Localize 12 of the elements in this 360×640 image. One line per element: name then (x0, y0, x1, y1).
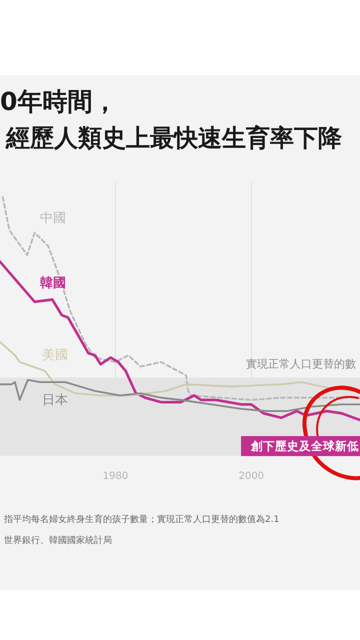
series-label: 中國 (40, 211, 66, 226)
x-tick-label: 2000 (238, 471, 264, 482)
chart-title: 0年時間， (0, 87, 118, 116)
text: 指平均每名婦女終身生育的孩子數量；實現正常人口更替的數值為2.1 (3, 514, 280, 525)
text: 世界銀行、韓國國家統計局 (4, 535, 112, 546)
series-label: 日本 (42, 393, 68, 408)
series-label: 韓國 (40, 276, 66, 291)
band-label: 實現正常人口更替的數 (246, 358, 356, 371)
series-label: 美國 (42, 347, 68, 363)
x-tick-label: 1980 (102, 471, 128, 482)
chart-subtitle: 經歷人類史上最快速生育率下降 (5, 124, 343, 152)
annotation: 創下歷史及全球新低 (250, 439, 360, 454)
